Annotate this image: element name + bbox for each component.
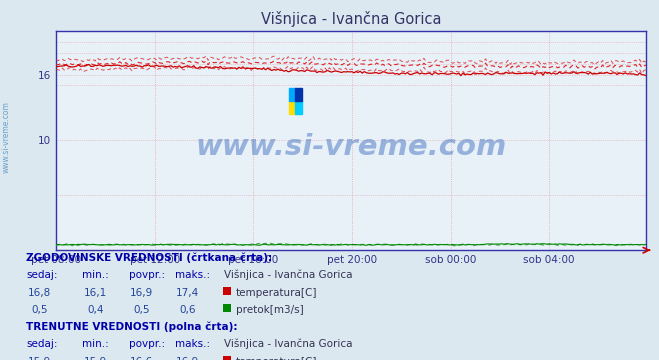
Text: povpr.:: povpr.: <box>129 339 165 350</box>
Text: 0,6: 0,6 <box>179 305 196 315</box>
Text: 0,5: 0,5 <box>31 305 48 315</box>
Text: 16,6: 16,6 <box>130 357 154 360</box>
Text: ZGODOVINSKE VREDNOSTI (črtkana črta):: ZGODOVINSKE VREDNOSTI (črtkana črta): <box>26 252 272 263</box>
Text: Višnjica - Ivančna Gorica: Višnjica - Ivančna Gorica <box>224 270 353 280</box>
Title: Višnjica - Ivančna Gorica: Višnjica - Ivančna Gorica <box>261 11 441 27</box>
Text: TRENUTNE VREDNOSTI (polna črta):: TRENUTNE VREDNOSTI (polna črta): <box>26 321 238 332</box>
Text: www.si-vreme.com: www.si-vreme.com <box>195 133 507 161</box>
Text: temperatura[C]: temperatura[C] <box>236 288 318 298</box>
Text: maks.:: maks.: <box>175 339 210 350</box>
Text: min.:: min.: <box>82 270 109 280</box>
Bar <box>295 101 302 114</box>
Text: pretok[m3/s]: pretok[m3/s] <box>236 305 304 315</box>
Text: 16,9: 16,9 <box>176 357 200 360</box>
Text: min.:: min.: <box>82 339 109 350</box>
Bar <box>289 101 295 114</box>
Text: 16,8: 16,8 <box>28 288 51 298</box>
Text: sedaj:: sedaj: <box>26 270 58 280</box>
Text: 16,9: 16,9 <box>130 288 154 298</box>
Text: temperatura[C]: temperatura[C] <box>236 357 318 360</box>
Text: 0,5: 0,5 <box>133 305 150 315</box>
Text: www.si-vreme.com: www.si-vreme.com <box>2 101 11 173</box>
Bar <box>289 88 295 101</box>
Text: povpr.:: povpr.: <box>129 270 165 280</box>
Text: 15,9: 15,9 <box>84 357 107 360</box>
Text: 0,4: 0,4 <box>87 305 104 315</box>
Bar <box>295 88 302 101</box>
Text: Višnjica - Ivančna Gorica: Višnjica - Ivančna Gorica <box>224 339 353 350</box>
Text: 15,9: 15,9 <box>28 357 51 360</box>
Text: 16,1: 16,1 <box>84 288 107 298</box>
Text: maks.:: maks.: <box>175 270 210 280</box>
Text: 17,4: 17,4 <box>176 288 200 298</box>
Text: sedaj:: sedaj: <box>26 339 58 350</box>
